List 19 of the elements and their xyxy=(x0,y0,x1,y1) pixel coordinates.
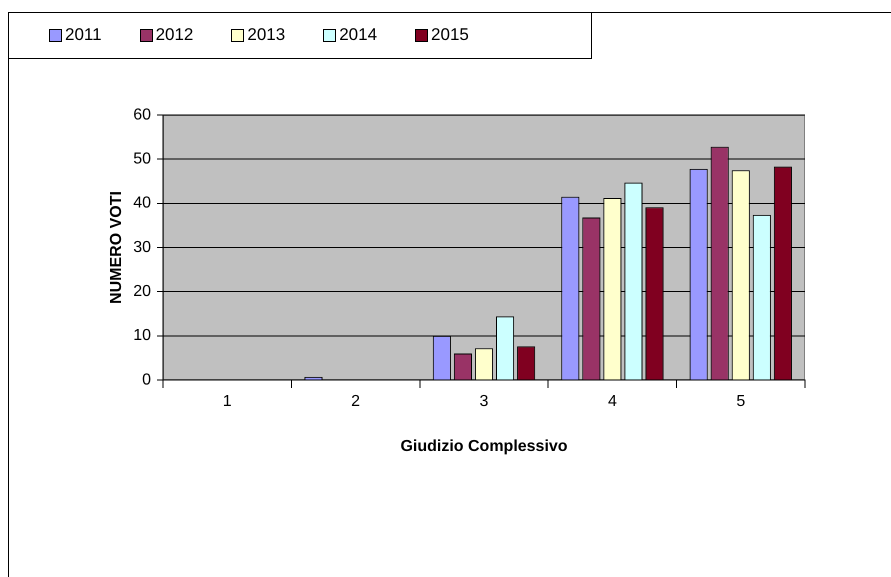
y-tick-label: 50 xyxy=(133,150,152,168)
y-tick-label: 20 xyxy=(133,283,152,300)
x-tick-label: 4 xyxy=(608,393,617,410)
y-tick-label: 0 xyxy=(142,371,152,388)
y-tick-label: 10 xyxy=(133,327,152,344)
x-tick-label: 2 xyxy=(351,393,360,410)
legend-label: 2015 xyxy=(431,25,469,45)
legend-label: 2012 xyxy=(156,25,194,45)
legend-label: 2011 xyxy=(65,25,102,45)
legend-label: 2014 xyxy=(339,25,378,45)
x-tick-label: 3 xyxy=(480,393,489,410)
y-axis-title: NUMERO VOTI xyxy=(108,191,126,304)
y-tick-label: 60 xyxy=(133,106,152,124)
x-tick-label: 5 xyxy=(736,393,746,410)
y-tick-label: 40 xyxy=(133,194,152,212)
y-tick-label: 30 xyxy=(133,238,152,256)
x-tick-label: 1 xyxy=(222,393,232,410)
x-axis-title: Giudizio Complessivo xyxy=(400,438,568,455)
legend-label: 2013 xyxy=(247,25,286,45)
